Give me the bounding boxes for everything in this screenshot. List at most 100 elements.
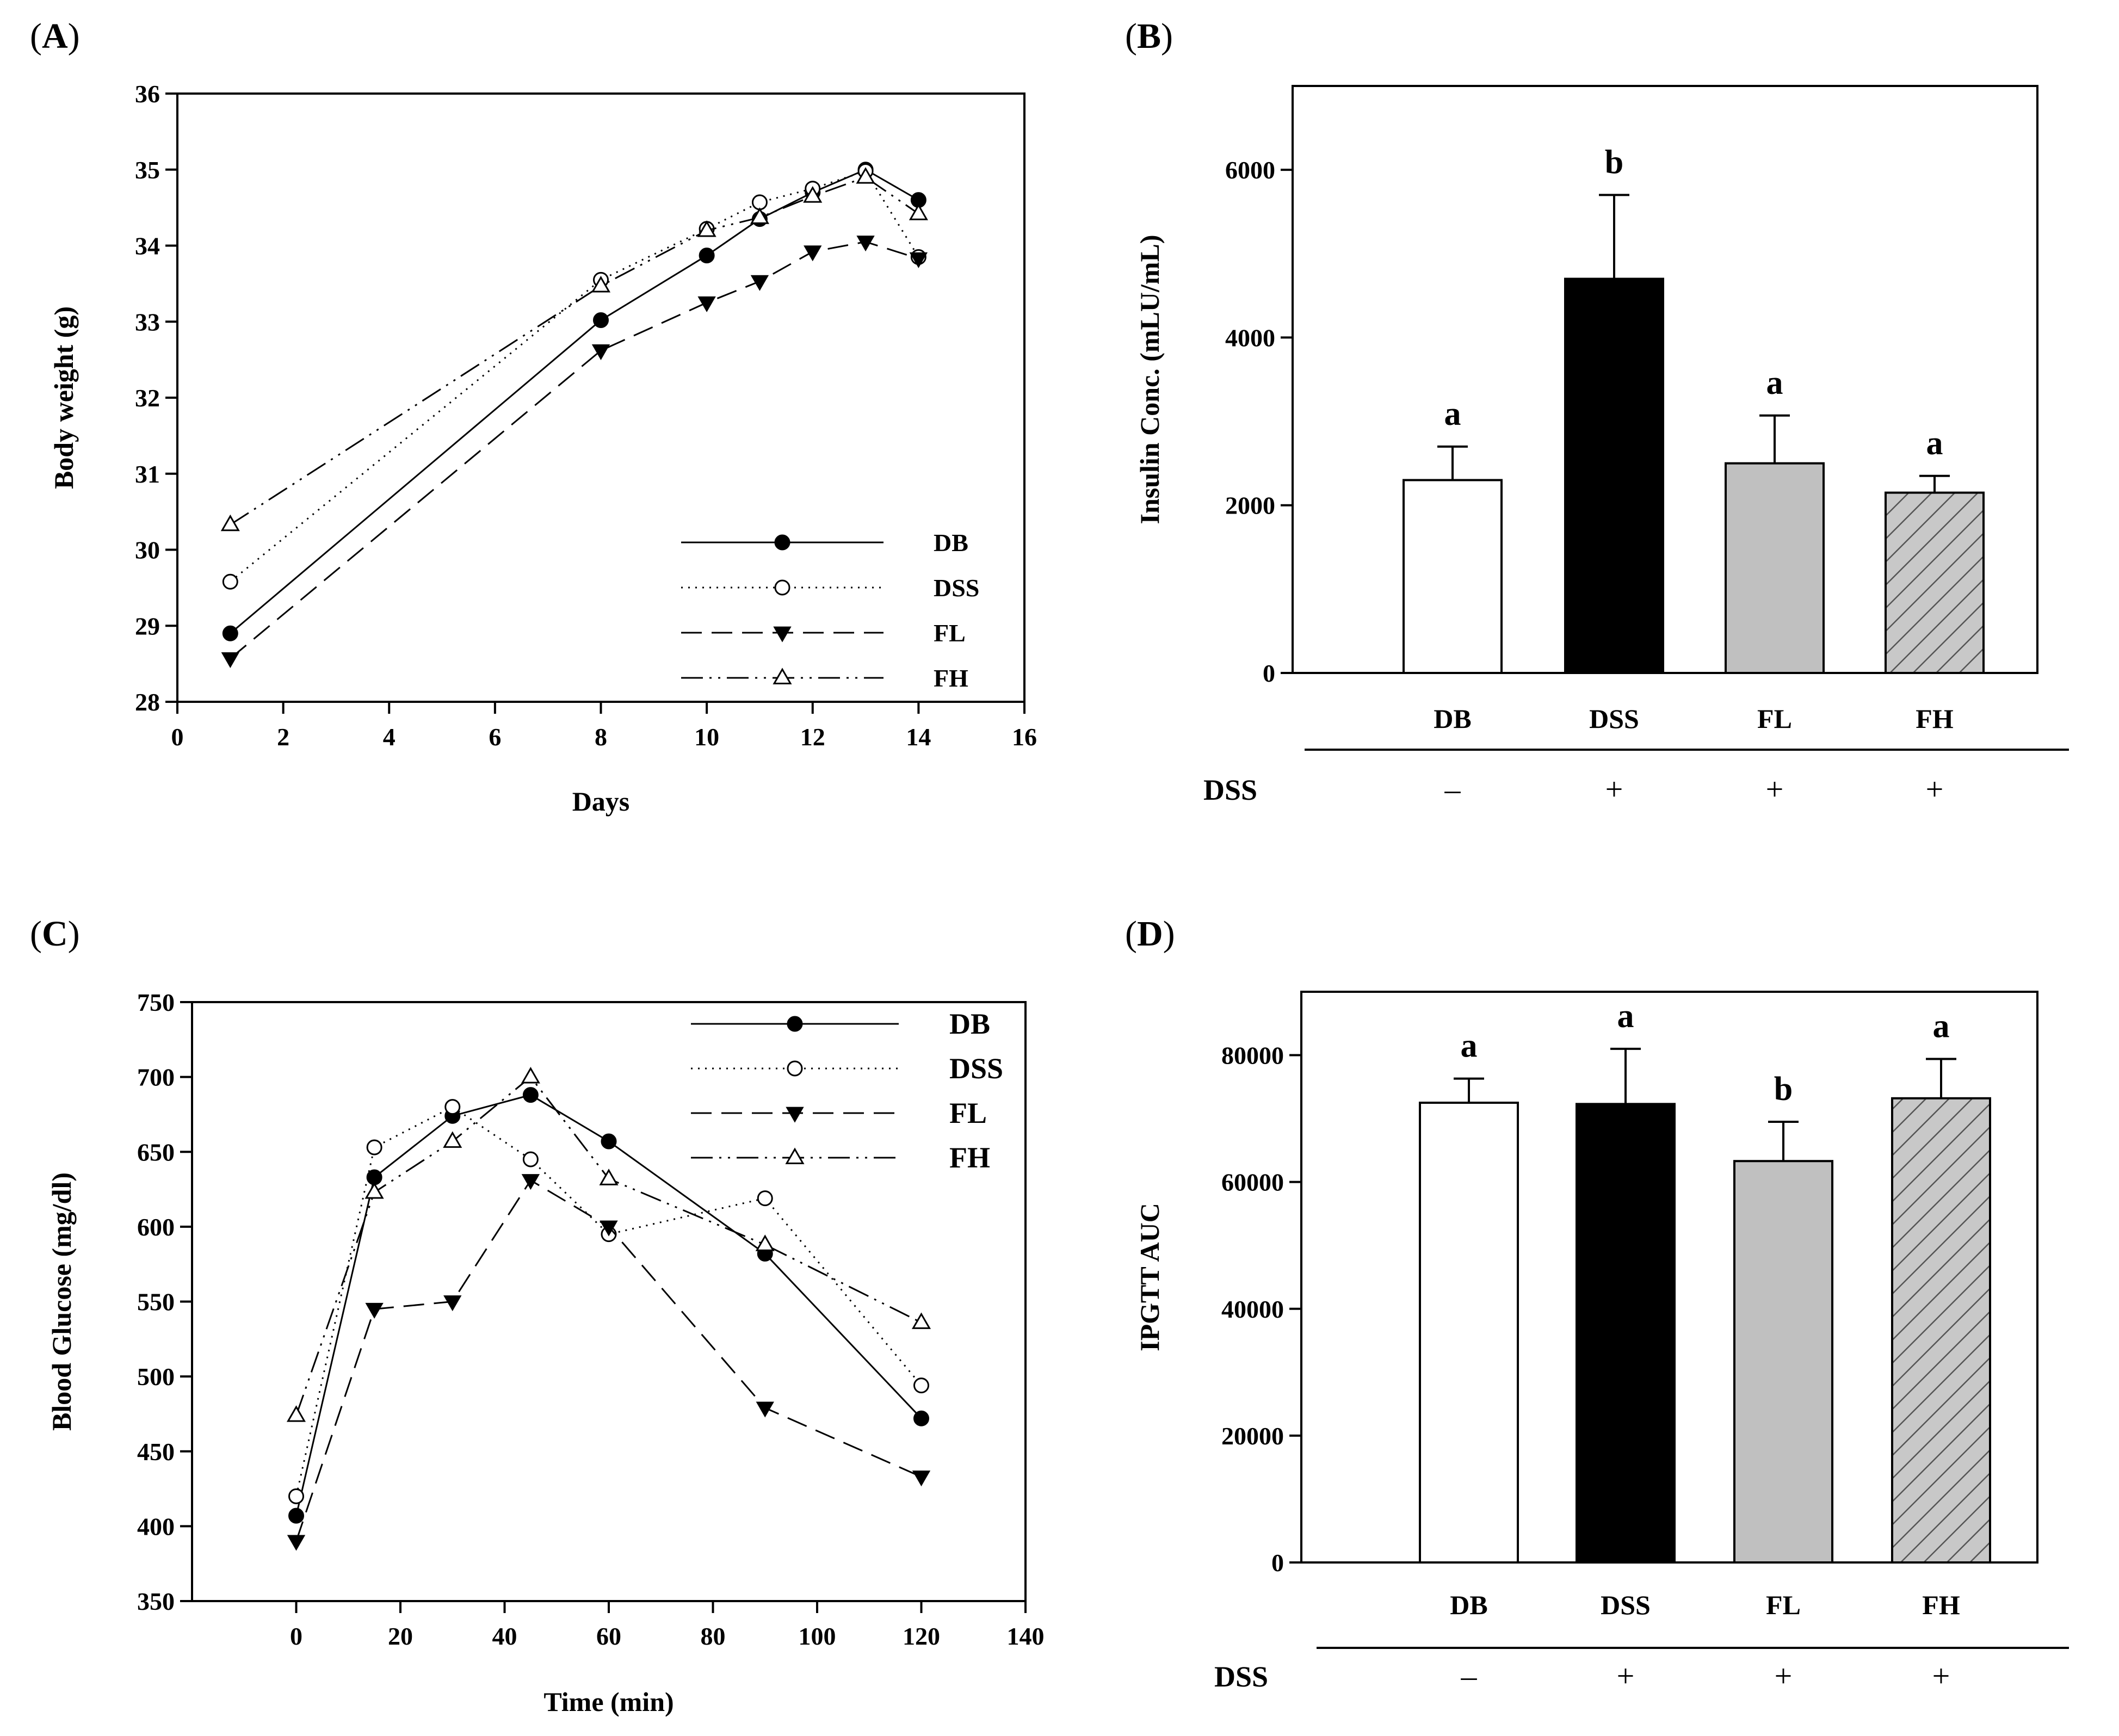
category-label-fh: FH	[1916, 703, 1954, 734]
y-tick-label: 34	[135, 232, 160, 260]
series-line-dss	[230, 170, 919, 583]
legend-label-fl: FL	[934, 619, 966, 647]
category-label-db: DB	[1434, 703, 1471, 734]
legend-marker-db	[774, 534, 790, 551]
data-point-fh	[856, 167, 875, 184]
y-tick-label: 33	[135, 308, 160, 336]
panel-b-insulin-chart: 0 2000 4000 6000 Insulin Conc. (mLU/mL) a DB – b…	[1134, 85, 2069, 807]
y-tick-label: 80000	[1221, 1042, 1284, 1070]
data-point-fh	[591, 275, 611, 293]
y-tick-label: 750	[137, 989, 175, 1016]
panel-a-body-weight-chart: 28 29 30 31 32 33 34 35 36 0 2 4 6 8 10 12 14 16 Days Body …	[48, 80, 1037, 817]
y-tick-label: 20000	[1221, 1422, 1284, 1450]
category-label-fl: FL	[1757, 703, 1792, 734]
data-point-fh	[755, 1234, 775, 1251]
y-tick-label: 500	[137, 1363, 175, 1391]
data-point-fl	[912, 1471, 931, 1487]
y-tick-label: 400	[137, 1512, 175, 1540]
legend-label-fl: FL	[949, 1097, 987, 1129]
y-tick-label: 0	[1263, 659, 1275, 687]
category-label-db: DB	[1450, 1590, 1487, 1620]
y-tick-label: 6000	[1225, 156, 1275, 184]
series-line-db	[230, 169, 919, 634]
significance-letter-fl: b	[1774, 1071, 1793, 1108]
data-point-fl	[909, 252, 928, 268]
legend-label-fh: FH	[934, 664, 968, 692]
data-point-fh	[911, 1312, 931, 1329]
dss-sign-fh: +	[1932, 1658, 1950, 1694]
category-label-fh: FH	[1922, 1590, 1960, 1620]
y-tick-label: 4000	[1225, 324, 1275, 351]
series-line-fh	[295, 1076, 922, 1416]
x-tick-label: 14	[906, 723, 931, 751]
significance-letter-dss: a	[1617, 998, 1634, 1035]
panel-label-d: (D)	[1125, 914, 1175, 954]
data-point-db	[601, 1133, 617, 1150]
x-axis-label: Time (min)	[543, 1686, 674, 1717]
data-point-fh	[909, 203, 928, 220]
data-point-fh	[286, 1405, 306, 1422]
y-tick-label: 700	[137, 1064, 175, 1091]
data-point-fh	[803, 186, 823, 203]
dss-sign-dss: +	[1617, 1658, 1635, 1694]
legend-marker-fl	[773, 626, 792, 642]
bar-dss	[1564, 277, 1664, 674]
data-point-fl	[697, 296, 716, 312]
x-tick-label: 20	[388, 1622, 413, 1650]
x-tick-label: 4	[383, 723, 396, 751]
dss-row-label: DSS	[1203, 774, 1257, 806]
data-point-fl	[443, 1295, 462, 1312]
data-point-dss	[757, 1190, 773, 1207]
y-axis-label: Insulin Conc. (mLU/mL)	[1134, 234, 1165, 524]
bar-fl	[1733, 1160, 1833, 1564]
x-tick-label: 120	[903, 1622, 940, 1650]
data-point-dss	[913, 1377, 929, 1394]
data-point-fl	[221, 652, 239, 668]
legend-marker-fl	[786, 1107, 804, 1123]
legend-label-db: DB	[949, 1008, 990, 1040]
data-point-fl	[365, 1302, 384, 1319]
significance-letter-fl: a	[1766, 365, 1783, 401]
data-point-fh	[521, 1067, 540, 1084]
data-point-fl	[750, 275, 769, 291]
significance-letter-db: a	[1444, 396, 1461, 433]
category-label-dss: DSS	[1601, 1590, 1651, 1620]
significance-letter-db: a	[1461, 1028, 1478, 1065]
x-tick-label: 40	[492, 1622, 517, 1650]
data-point-db	[222, 625, 238, 641]
y-tick-label: 31	[135, 460, 160, 488]
data-point-db	[913, 1410, 929, 1426]
x-tick-label: 140	[1007, 1622, 1045, 1650]
plot-frame	[191, 1001, 1027, 1602]
y-tick-label: 30	[135, 536, 160, 564]
y-tick-label: 550	[137, 1288, 175, 1316]
y-axis-label: Body weight (g)	[48, 306, 79, 489]
panel-d-ipgtt-auc-chart: 0 20000 40000 60000 80000 IPGTT AUC a DB – a DSS + b…	[1134, 991, 2069, 1694]
x-axis-label: Days	[572, 786, 630, 817]
legend-marker-db	[787, 1016, 803, 1032]
bar-fh	[1891, 1097, 1991, 1564]
legend-label-db: DB	[934, 529, 968, 557]
data-point-fl	[600, 1220, 618, 1237]
data-point-fh	[365, 1182, 384, 1199]
y-tick-label: 600	[137, 1213, 175, 1241]
x-tick-label: 8	[595, 723, 607, 751]
dss-sign-fh: +	[1926, 771, 1944, 807]
legend-label-fh: FH	[949, 1141, 990, 1174]
x-tick-label: 16	[1012, 723, 1037, 751]
significance-letter-fh: a	[1926, 425, 1943, 462]
legend-marker-fh	[785, 1147, 805, 1164]
category-label-fl: FL	[1766, 1590, 1801, 1620]
significance-letter-fh: a	[1933, 1008, 1950, 1045]
series-line-db	[295, 1094, 922, 1516]
y-tick-label: 2000	[1225, 492, 1275, 520]
y-tick-label: 650	[137, 1138, 175, 1166]
x-tick-label: 12	[800, 723, 825, 751]
series-line-fl	[230, 240, 919, 659]
data-point-dss	[522, 1151, 539, 1167]
y-axis-label: Blood Glucose (mg/dl)	[46, 1172, 77, 1431]
y-tick-label: 28	[135, 688, 160, 716]
y-axis-label: IPGTT AUC	[1134, 1203, 1165, 1351]
data-point-fh	[220, 514, 240, 532]
data-point-fh	[443, 1131, 462, 1148]
